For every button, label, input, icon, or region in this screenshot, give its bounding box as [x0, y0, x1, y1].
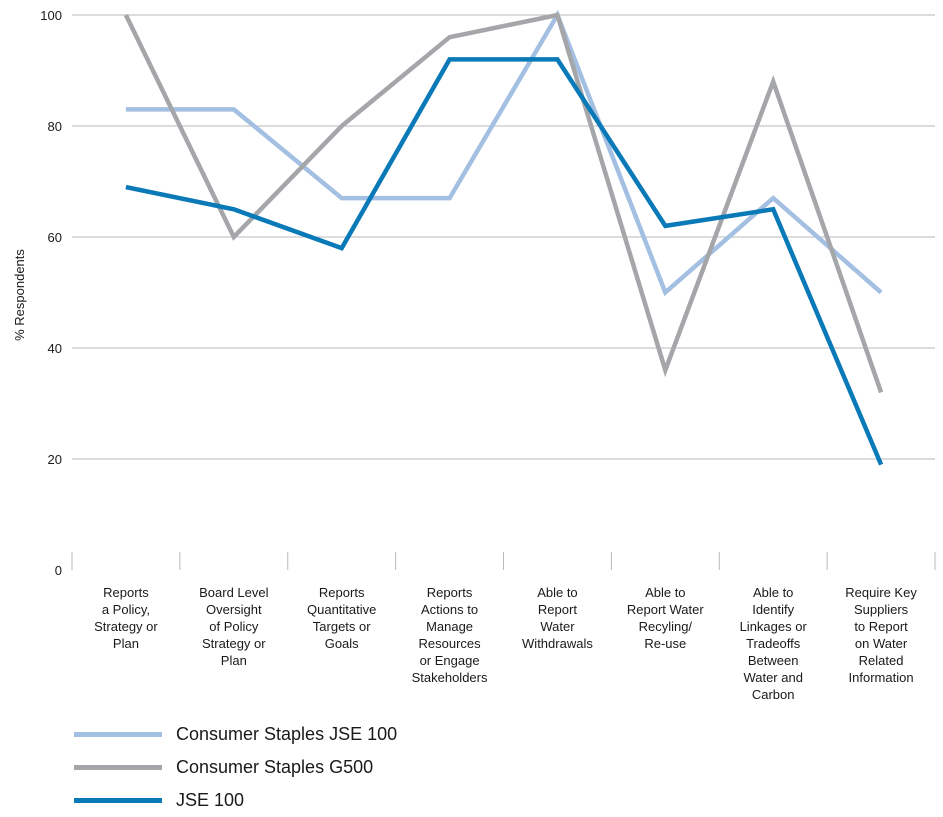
category-label-line: Recyling/ — [639, 619, 693, 634]
category-label-line: or Engage — [420, 653, 480, 668]
category-label-line: Linkages or — [740, 619, 808, 634]
category-label: Able to Identify Linkages or Tradeoffs Betwe… — [740, 585, 808, 702]
category-label-line: Resources — [418, 636, 481, 651]
category-label-line: Between — [748, 653, 799, 668]
category-label-line: Strategy or — [202, 636, 266, 651]
category-label-line: Oversight — [206, 602, 262, 617]
category-label-line: Carbon — [752, 687, 795, 702]
y-tick-label: 40 — [48, 341, 62, 356]
category-label: Board Level Oversight of Policy Strategy or… — [199, 585, 268, 668]
category-label-line: Tradeoffs — [746, 636, 801, 651]
legend-item: JSE 100 — [74, 784, 397, 817]
category-label-line: Able to — [645, 585, 685, 600]
line-chart: 0 20 40 60 80 100 % Respondents Reports a Poli… — [0, 0, 943, 715]
y-tick-label: 60 — [48, 230, 62, 245]
category-label-line: Require Key — [845, 585, 917, 600]
category-label-line: Water — [540, 619, 575, 634]
category-label-line: Actions to — [421, 602, 478, 617]
category-label-line: Manage — [426, 619, 473, 634]
series-group — [126, 59, 881, 464]
category-label-line: a Policy, — [102, 602, 150, 617]
category-label-line: to Report — [854, 619, 908, 634]
category-label-line: Plan — [113, 636, 139, 651]
legend-label: Consumer Staples JSE 100 — [176, 724, 397, 745]
legend-swatch — [74, 798, 162, 803]
y-axis-ticks: 0 20 40 60 80 100 — [40, 8, 62, 578]
legend-item: Consumer Staples G500 — [74, 751, 397, 784]
category-label-line: Stakeholders — [412, 670, 488, 685]
category-label-line: Water and — [743, 670, 803, 685]
category-label-line: Able to — [537, 585, 577, 600]
series-line — [126, 15, 881, 293]
category-label-line: Reports — [103, 585, 149, 600]
category-label-line: Plan — [221, 653, 247, 668]
y-axis-title: % Respondents — [12, 249, 27, 341]
category-label-line: of Policy — [209, 619, 259, 634]
category-label-line: Suppliers — [854, 602, 909, 617]
y-tick-label: 100 — [40, 8, 62, 23]
category-label-line: Goals — [325, 636, 359, 651]
category-label: Reports a Policy, Strategy or Plan — [94, 585, 158, 651]
category-label-line: on Water — [855, 636, 908, 651]
category-label: Able to Report Water Withdrawals — [522, 585, 593, 651]
x-axis-category-ticks — [72, 552, 935, 570]
category-label: Reports Actions to Manage Resources or Engag… — [412, 585, 488, 685]
grid-lines — [72, 15, 935, 459]
series-line — [126, 59, 881, 464]
series-lines — [126, 15, 881, 465]
legend: Consumer Staples JSE 100 Consumer Staples… — [74, 718, 397, 817]
y-tick-label: 80 — [48, 119, 62, 134]
category-label-line: Strategy or — [94, 619, 158, 634]
y-tick-label: 0 — [55, 563, 62, 578]
legend-label: Consumer Staples G500 — [176, 757, 373, 778]
category-label-line: Identify — [752, 602, 794, 617]
category-label-line: Able to — [753, 585, 793, 600]
legend-swatch — [74, 732, 162, 737]
category-label: Require Key Suppliers to Report on Water Rel… — [845, 585, 917, 685]
category-label-line: Targets or — [313, 619, 371, 634]
category-label-line: Reports — [427, 585, 473, 600]
series-group — [126, 15, 881, 293]
category-label-line: Quantitative — [307, 602, 376, 617]
category-label: Reports Quantitative Targets or Goals — [307, 585, 376, 651]
category-label-line: Board Level — [199, 585, 268, 600]
legend-item: Consumer Staples JSE 100 — [74, 718, 397, 751]
category-label: Able to Report Water Recyling/Re-use — [627, 585, 704, 651]
category-label-line: Related — [859, 653, 904, 668]
category-label-line: Information — [849, 670, 914, 685]
category-label-line: Reports — [319, 585, 365, 600]
category-label-line: Report Water — [627, 602, 704, 617]
category-label-line: Withdrawals — [522, 636, 593, 651]
legend-swatch — [74, 765, 162, 770]
category-label-line: Report — [538, 602, 577, 617]
y-tick-label: 20 — [48, 452, 62, 467]
category-label-line: Re-use — [644, 636, 686, 651]
